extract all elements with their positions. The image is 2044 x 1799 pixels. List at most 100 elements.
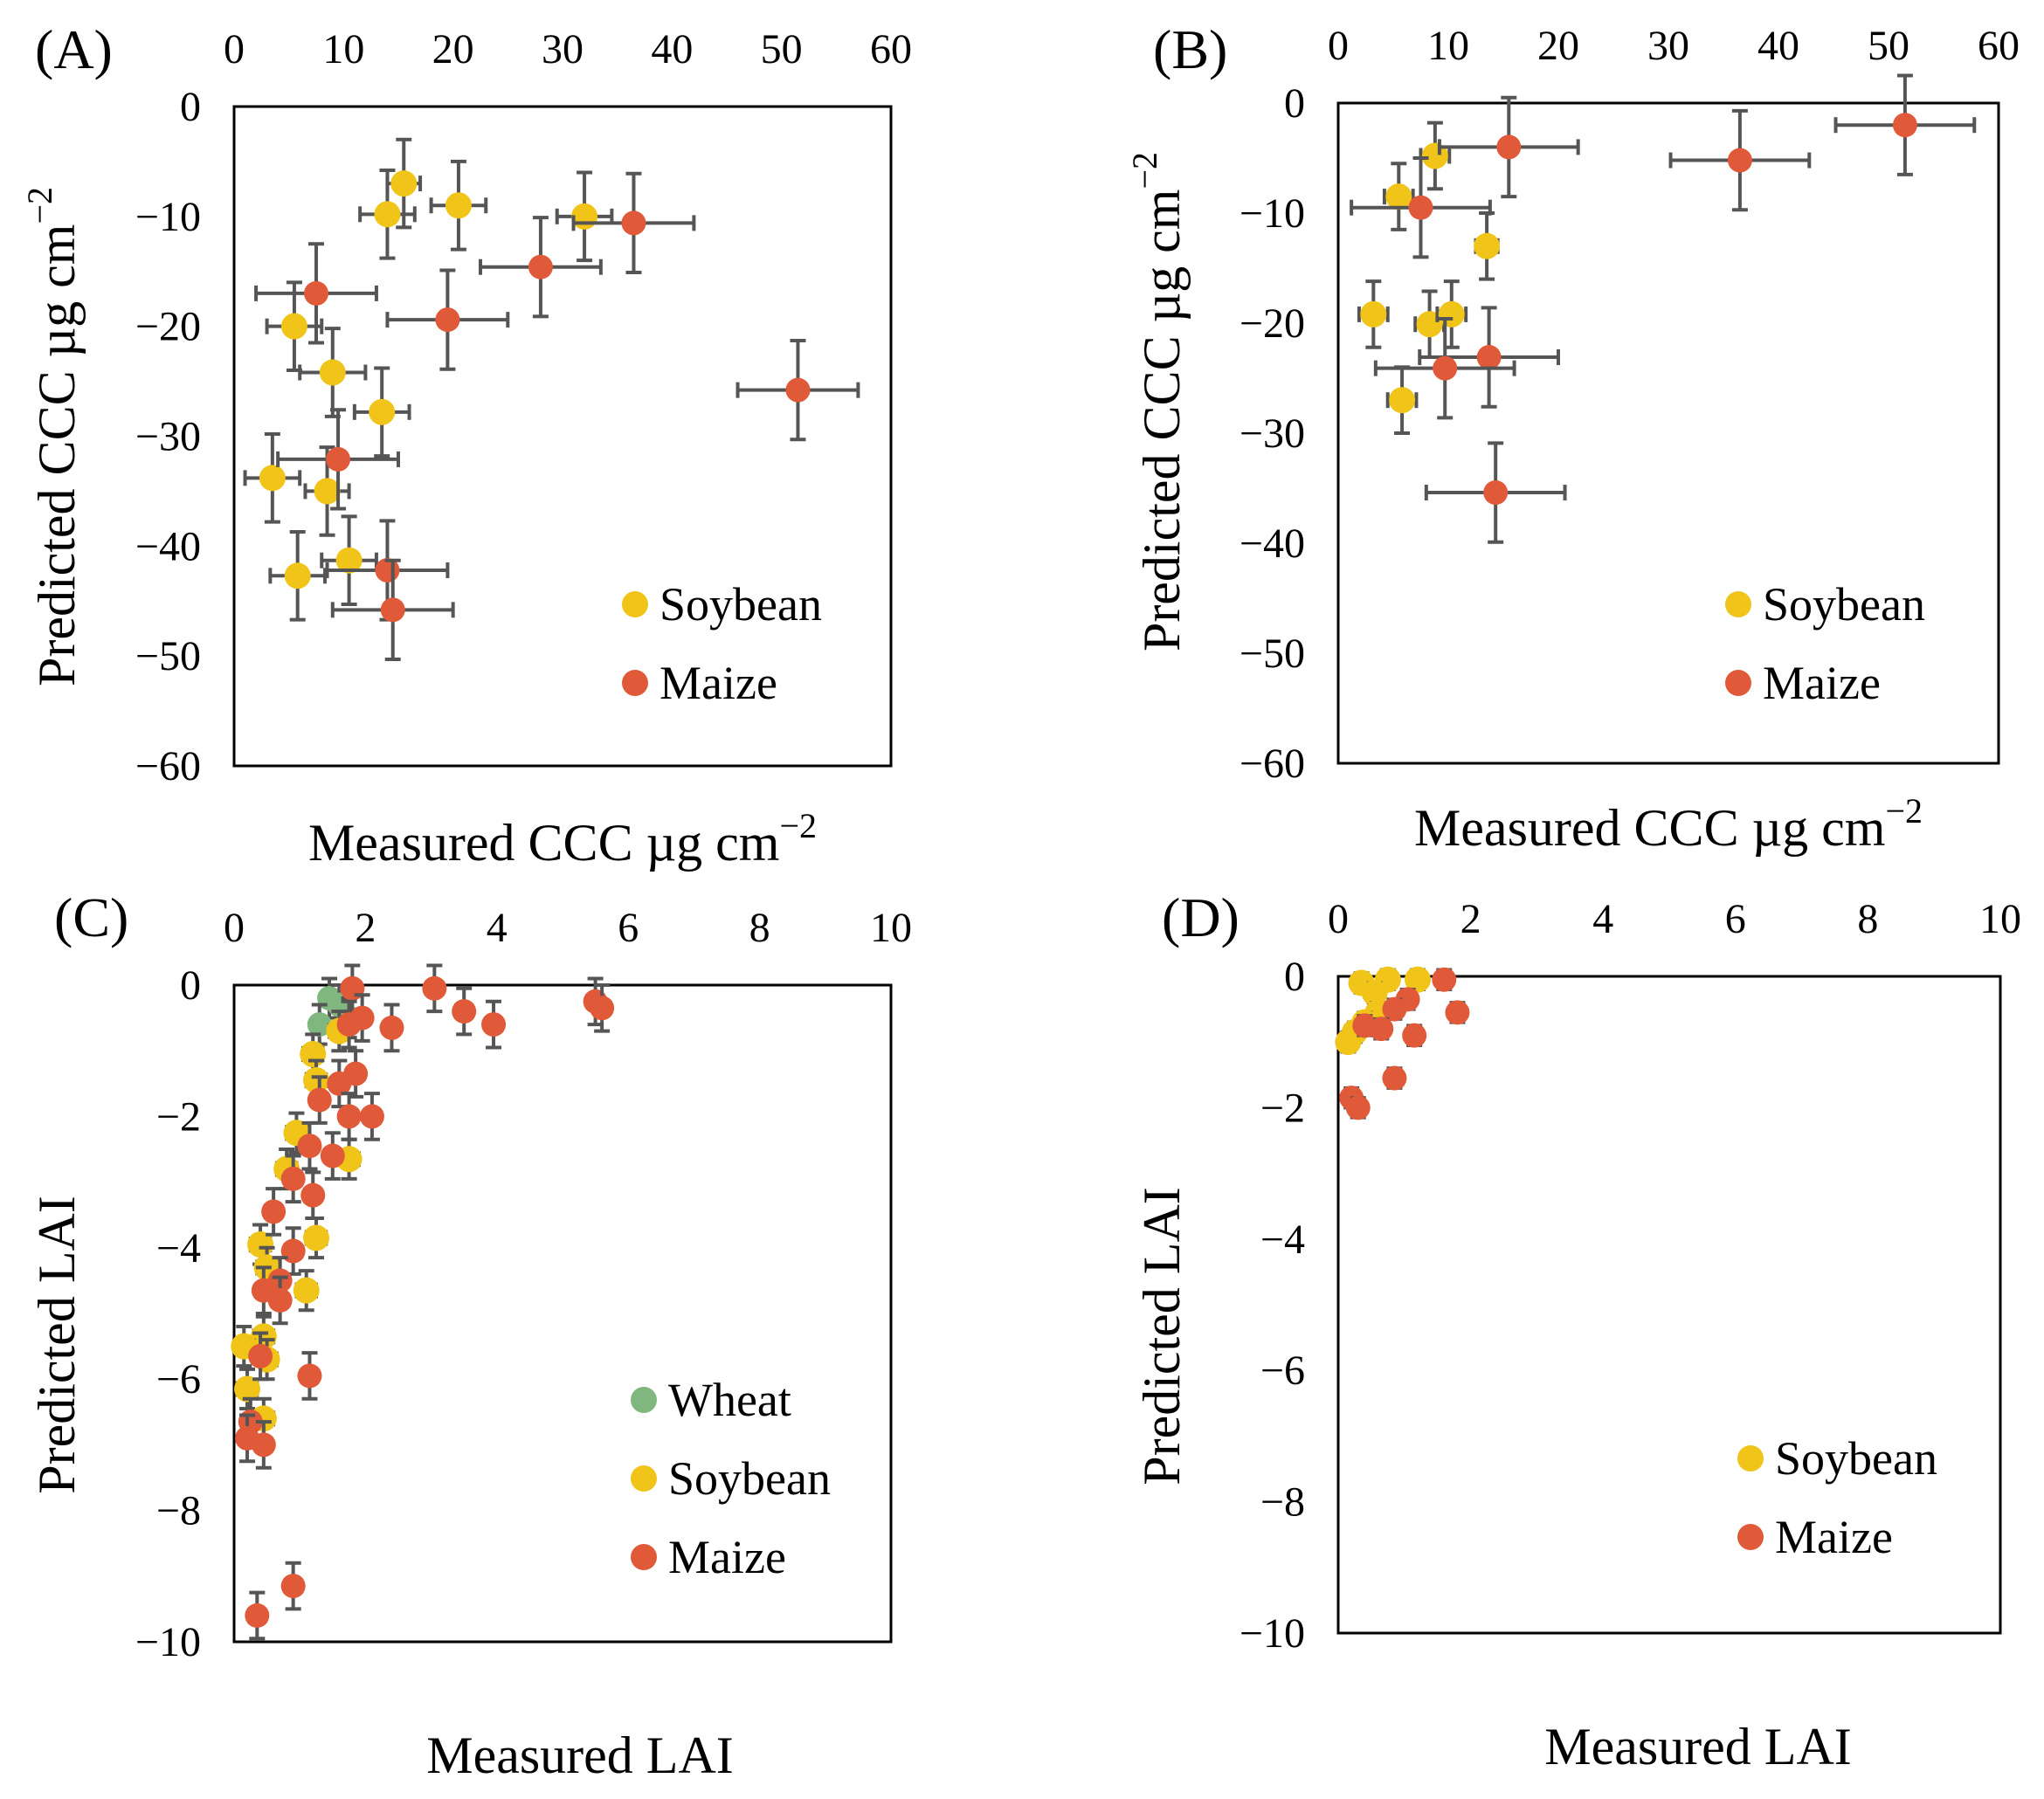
x-axis-label: Measured CCC µg cm−2 [308,806,817,872]
legend-marker [1725,591,1751,617]
data-point-group [590,983,615,1033]
data-point [390,170,418,197]
data-point-group [307,1003,332,1046]
data-point-group [276,408,400,511]
y-tick-label: −20 [1240,300,1305,347]
data-point-group [1424,441,1567,544]
data-point [1345,1095,1371,1120]
panel-a: (A) 0 10 20 30 40 50 60 0 −10 −20 −30 −40 −50 −60 Measu… [20,18,912,872]
x-tick-label: 4 [1592,896,1613,942]
data-point [280,1574,306,1599]
legend-marker [1725,670,1751,696]
data-point [1404,966,1431,993]
x-tick-label: 10 [1979,896,2021,942]
x-tick-label: 10 [322,26,364,72]
panel-label: (A) [35,18,113,80]
y-tick-label: −40 [1240,520,1305,567]
y-axis-label: Predicted CCC µg cm−2 [20,187,86,686]
data-point [280,1238,306,1264]
y-axis-label-exponent: −2 [1125,152,1164,190]
data-point [336,1012,362,1037]
x-tick-label: 40 [651,26,693,72]
data-point [280,313,307,340]
x-tick-label: 2 [355,905,376,951]
data-point [422,975,447,1001]
data-point-group [1369,1017,1394,1042]
panel-b: (B) 0 10 20 30 40 50 60 0 −10 −20 −30 −40 −50 −60 Measu… [1125,18,2020,857]
data-point-group [452,986,477,1037]
plot-area [1336,101,2000,765]
data-point [374,201,401,228]
data-point-group [245,1590,270,1641]
data-point [1445,1000,1470,1025]
data-point-group [422,963,447,1014]
data-point-group [1357,279,1390,349]
data-point-group [1435,279,1468,349]
plot-area [232,105,893,768]
data-point-group [243,431,302,524]
data-point-group [1404,966,1431,993]
data-point-group [297,1351,322,1401]
data-point-group [358,168,417,260]
legend-label: Wheat [668,1374,791,1426]
data-point-group [320,514,378,607]
data-point-group [1437,95,1580,199]
x-tick-label: 0 [224,905,245,951]
y-axis-label-exponent: −2 [20,187,59,224]
data-point [300,1040,327,1067]
data-point [336,1104,362,1129]
x-tick-label: 60 [1978,23,2020,69]
data-point [359,1104,384,1129]
data-point [1496,134,1522,160]
panel-c: (C) 0 2 4 6 8 10 0 −2 −4 −6 −8 −10 Measured LAI Predic… [28,886,912,1784]
x-tick-label: 8 [1857,896,1878,942]
y-tick-label: −50 [135,633,201,679]
data-point [1438,300,1465,327]
y-tick-label: −40 [135,523,201,569]
x-tick-label: 40 [1757,23,1799,69]
data-point [245,1603,270,1628]
data-point [369,398,396,425]
data-point [304,280,328,306]
data-point [1369,1017,1394,1042]
data-point-group [300,1170,326,1220]
data-point-group [735,339,860,442]
data-point-group [231,1325,258,1368]
legend-label: Soybean [1775,1432,1937,1485]
y-tick-label: −8 [156,1488,201,1534]
data-point [1432,967,1457,992]
data-point [528,254,553,279]
data-point [785,377,811,403]
data-point [1727,148,1752,173]
data-point-group [1402,1023,1427,1048]
data-point-group [1432,967,1457,992]
legend-marker [1737,1524,1764,1550]
data-point [320,1143,345,1168]
y-tick-label: −10 [1240,190,1305,237]
y-tick-label: −2 [1260,1085,1305,1131]
legend-label: Soybean [668,1452,831,1505]
data-point-group [1382,1065,1407,1091]
data-point [571,203,598,230]
data-point [327,1071,352,1096]
data-point-group [280,1561,306,1611]
data-point-group [1382,162,1415,231]
series-soybean [243,137,614,622]
plot-area [232,983,893,1644]
y-tick-label: −4 [156,1225,201,1272]
y-axis-label: Predicted LAI [1133,1187,1191,1485]
y-tick-label: 0 [180,962,201,1009]
data-point-group [1445,1000,1470,1025]
data-point-group [280,1154,306,1204]
data-point-group [293,1269,320,1313]
series-maize [1339,967,1470,1120]
data-point-group [261,1187,287,1237]
x-axis-label: Measured CCC µg cm−2 [1414,791,1923,857]
y-axis-label: Predicted CCC µg cm−2 [1125,152,1191,651]
legend-marker [622,591,648,617]
y-tick-label: −10 [135,1619,201,1665]
x-axis-label: Measured LAI [1544,1718,1852,1775]
data-point [380,597,405,623]
data-point [307,1012,332,1037]
